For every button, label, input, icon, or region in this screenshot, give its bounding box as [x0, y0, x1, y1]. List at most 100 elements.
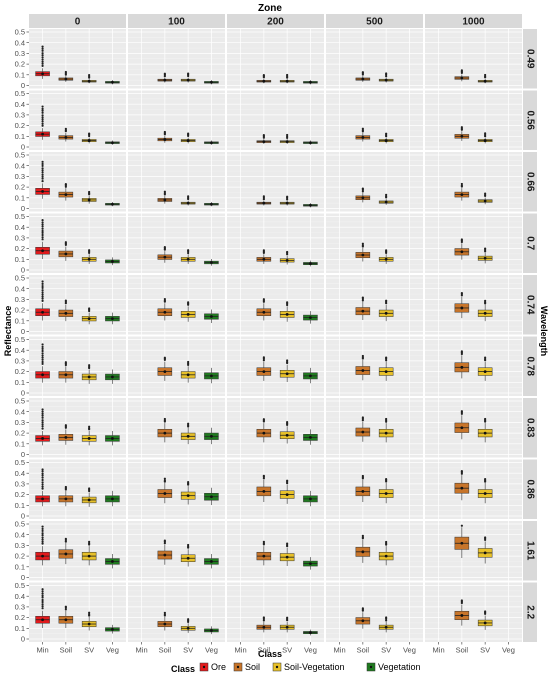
y-tick-label: 0.1 [15, 316, 25, 325]
box-mean-point [361, 489, 365, 493]
box-Soil [355, 474, 371, 503]
box-SV [378, 478, 394, 504]
box-mean-point [163, 492, 167, 495]
box-Veg [303, 80, 318, 85]
box-Soil [256, 540, 272, 566]
outlier-point [41, 358, 44, 361]
outlier-point [41, 596, 44, 599]
legend-swatch-dot [369, 665, 373, 669]
box-mean-point [111, 497, 114, 501]
outlier-point [41, 169, 44, 172]
panel-zone-1000-wl-0.7 [425, 213, 522, 273]
box-SV [378, 72, 394, 83]
x-axis-title: Class [258, 649, 282, 659]
outlier-point [41, 114, 44, 117]
outlier-point [361, 416, 364, 419]
outlier-point [385, 417, 388, 421]
panel-zone-100-wl-0.86 [128, 459, 225, 519]
legend-label: Soil-Vegetation [284, 662, 345, 672]
box-mean-point [361, 196, 365, 200]
outlier-point [41, 233, 44, 237]
outlier-point [286, 420, 289, 424]
y-tick-label: 0.1 [15, 132, 25, 141]
panel-zone-100-wl-0.74 [128, 275, 225, 335]
box-Soil [355, 127, 371, 142]
box-mean-point [361, 77, 365, 81]
outlier-point [41, 238, 44, 241]
box-mean-point [87, 79, 91, 83]
outlier-point [163, 479, 166, 482]
y-tick-label: 0.4 [15, 38, 25, 47]
y-tick-label: 0.2 [15, 613, 25, 622]
box-mean-point [361, 369, 365, 372]
box-mean-point [460, 193, 464, 196]
outlier-point [460, 599, 463, 602]
box-SV [477, 73, 493, 84]
box-Soil [454, 410, 470, 440]
y-tick-label: 0.3 [15, 603, 25, 612]
legend-label: Vegetation [378, 662, 421, 672]
box-SV [81, 307, 97, 325]
box-SV [477, 299, 493, 322]
outlier-point [361, 296, 364, 299]
outlier-point [286, 360, 289, 364]
panel-zone-1000-wl-1.61 [425, 521, 522, 581]
outlier-point [41, 425, 44, 428]
zone-strip-1000 [425, 14, 522, 28]
box-SV [81, 364, 97, 384]
y-tick-label: 0.1 [15, 378, 25, 387]
outlier-point [286, 195, 289, 198]
box-mean-point [210, 434, 213, 438]
box-mean-point [64, 435, 68, 439]
outlier-point [41, 297, 44, 300]
outlier-point [163, 477, 166, 480]
outlier-point [41, 487, 44, 490]
outlier-point [361, 71, 364, 74]
outlier-point [41, 219, 44, 222]
outlier-point [41, 49, 44, 52]
box-Soil [454, 599, 470, 626]
outlier-point [460, 184, 463, 187]
outlier-point [41, 62, 44, 65]
y-tick-label: 0 [21, 635, 25, 644]
box-mean-point [163, 553, 167, 557]
outlier-point [361, 607, 364, 610]
outlier-point [286, 359, 289, 362]
outlier-point [41, 111, 44, 114]
outlier-point [361, 127, 364, 130]
y-tick-label: 0.4 [15, 223, 25, 232]
outlier-point [187, 249, 190, 252]
zone-strips: 0 100 200 500 1000 [29, 14, 522, 28]
outlier-point [262, 616, 265, 619]
panel-zone-500-wl-0.49 [326, 29, 423, 89]
box-mean-point [64, 135, 68, 139]
box-mean-point [210, 141, 213, 145]
box-mean-point [111, 202, 114, 206]
outlier-point [41, 423, 44, 426]
box-Soil [454, 350, 470, 379]
box-Veg [204, 427, 219, 445]
outlier-point [163, 419, 166, 422]
legend-item-vegetation: Vegetation [366, 662, 421, 672]
panel-zone-500-wl-0.74 [326, 275, 423, 335]
x-tick-label: SV [282, 646, 292, 655]
outlier-point [163, 72, 166, 75]
box-Soil [157, 417, 173, 443]
box-Soil [355, 607, 371, 629]
box-mean-point [483, 492, 487, 495]
wavelength-strip-label: 1.61 [525, 541, 536, 561]
outlier-point [41, 52, 44, 55]
panel-zone-1000-wl-0.83 [425, 398, 522, 458]
y-tick-label: 0.4 [15, 284, 25, 293]
outlier-point [460, 350, 463, 353]
box-mean-point [483, 311, 487, 315]
box-Veg [204, 487, 219, 506]
box-mean-point [87, 257, 91, 261]
wavelength-strip-2.2 [523, 582, 537, 642]
panel-zone-200-wl-1.61 [227, 521, 324, 581]
box-Soil [58, 485, 74, 507]
box-Veg [204, 259, 219, 266]
box-mean-point [483, 551, 487, 555]
x-tick-label: SV [381, 646, 391, 655]
y-tick-label: 0.5 [15, 212, 25, 221]
